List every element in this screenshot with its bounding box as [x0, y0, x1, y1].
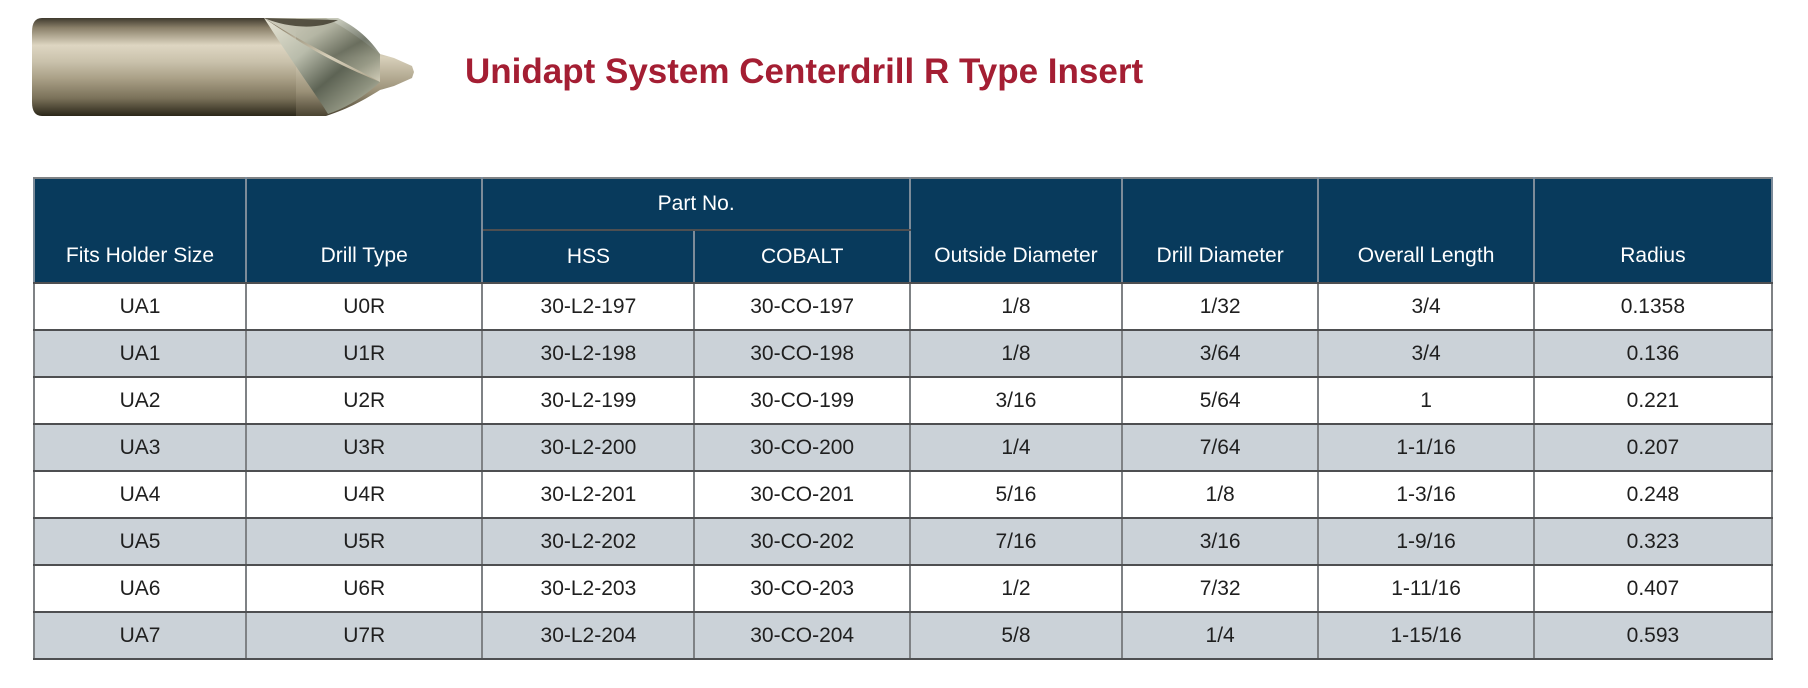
- table-cell: 3/4: [1317, 282, 1535, 331]
- col-header-fits-holder-size: Fits Holder Size: [32, 177, 248, 284]
- table-cell: U2R: [245, 376, 484, 425]
- table-body: UA1 U0R 30-L2-197 30-CO-197 1/8 1/32 3/4 0.1358…: [32, 282, 1774, 660]
- table-cell: 1: [1317, 376, 1535, 425]
- table-cell: 30-L2-203: [481, 564, 696, 613]
- table-cell: 0.221: [1532, 376, 1774, 425]
- table-cell: UA4: [32, 470, 248, 519]
- table-cell: 1-9/16: [1317, 517, 1535, 566]
- table-cell: 0.207: [1532, 423, 1774, 472]
- table-cell: UA3: [32, 423, 248, 472]
- table-row: UA1 U1R 30-L2-198 30-CO-198 1/8 3/64 3/4 0.136: [32, 329, 1774, 378]
- table-cell: 3/64: [1120, 329, 1320, 378]
- col-header-overall-length: Overall Length: [1317, 177, 1535, 284]
- table-cell: U6R: [245, 564, 484, 613]
- table-cell: 30-CO-204: [693, 611, 911, 660]
- table-cell: 1-3/16: [1317, 470, 1535, 519]
- table-cell: 5/8: [908, 611, 1123, 660]
- table-cell: 30-CO-197: [693, 282, 911, 331]
- table-cell: 30-L2-202: [481, 517, 696, 566]
- table-cell: U0R: [245, 282, 484, 331]
- table-cell: 1/8: [908, 329, 1123, 378]
- page-header: Unidapt System Centerdrill R Type Insert: [0, 0, 1808, 150]
- table-cell: 1-15/16: [1317, 611, 1535, 660]
- table-cell: 1/32: [1120, 282, 1320, 331]
- table-cell: 30-L2-199: [481, 376, 696, 425]
- table-cell: UA7: [32, 611, 248, 660]
- table-cell: U4R: [245, 470, 484, 519]
- col-header-drill-diameter: Drill Diameter: [1120, 177, 1320, 284]
- table-cell: 0.136: [1532, 329, 1774, 378]
- table-cell: U3R: [245, 423, 484, 472]
- table-cell: U1R: [245, 329, 484, 378]
- table-cell: 30-CO-198: [693, 329, 911, 378]
- table-cell: 1/4: [1120, 611, 1320, 660]
- centerdrill-product-image: [32, 18, 414, 116]
- table-cell: 30-CO-199: [693, 376, 911, 425]
- table-cell: 30-L2-197: [481, 282, 696, 331]
- table-cell: UA1: [32, 329, 248, 378]
- table-cell: 0.1358: [1532, 282, 1774, 331]
- table-header: Fits Holder Size Drill Type Part No. Out…: [32, 177, 1774, 284]
- col-header-outside-diameter: Outside Diameter: [908, 177, 1123, 284]
- spec-table: Fits Holder Size Drill Type Part No. Out…: [32, 177, 1774, 660]
- table-cell: 1/4: [908, 423, 1123, 472]
- table-cell: UA5: [32, 517, 248, 566]
- table-cell: 30-CO-203: [693, 564, 911, 613]
- table-cell: 1/8: [908, 282, 1123, 331]
- table-row: UA3 U3R 30-L2-200 30-CO-200 1/4 7/64 1-1/16 0.2…: [32, 423, 1774, 472]
- table-cell: 1/2: [908, 564, 1123, 613]
- table-cell: 1/8: [1120, 470, 1320, 519]
- table-cell: 30-L2-198: [481, 329, 696, 378]
- table-cell: 7/16: [908, 517, 1123, 566]
- table-cell: 3/16: [908, 376, 1123, 425]
- table-cell: 30-CO-200: [693, 423, 911, 472]
- table-cell: 30-CO-201: [693, 470, 911, 519]
- table-cell: 0.593: [1532, 611, 1774, 660]
- table-cell: U5R: [245, 517, 484, 566]
- table-cell: 5/16: [908, 470, 1123, 519]
- table-cell: 7/64: [1120, 423, 1320, 472]
- table-cell: 7/32: [1120, 564, 1320, 613]
- table-cell: 30-L2-201: [481, 470, 696, 519]
- table-cell: 0.248: [1532, 470, 1774, 519]
- col-group-part-no: Part No.: [481, 177, 911, 231]
- table-cell: U7R: [245, 611, 484, 660]
- table-row: UA6 U6R 30-L2-203 30-CO-203 1/2 7/32 1-11/16 0.…: [32, 564, 1774, 613]
- table-cell: 3/4: [1317, 329, 1535, 378]
- page-title: Unidapt System Centerdrill R Type Insert: [465, 52, 1144, 91]
- table-row: UA2 U2R 30-L2-199 30-CO-199 3/16 5/64 1 0.221: [32, 376, 1774, 425]
- table-cell: 1-1/16: [1317, 423, 1535, 472]
- col-header-radius: Radius: [1532, 177, 1774, 284]
- table-cell: UA1: [32, 282, 248, 331]
- table-cell: 1-11/16: [1317, 564, 1535, 613]
- table-cell: 0.407: [1532, 564, 1774, 613]
- table-row: UA4 U4R 30-L2-201 30-CO-201 5/16 1/8 1-3/16 0.2…: [32, 470, 1774, 519]
- table-row: UA7 U7R 30-L2-204 30-CO-204 5/8 1/4 1-15/16 0.5…: [32, 611, 1774, 660]
- col-header-hss: HSS: [481, 229, 696, 284]
- table-row: UA1 U0R 30-L2-197 30-CO-197 1/8 1/32 3/4 0.1358: [32, 282, 1774, 331]
- table-row: UA5 U5R 30-L2-202 30-CO-202 7/16 3/16 1-9/16 0.…: [32, 517, 1774, 566]
- table-cell: UA2: [32, 376, 248, 425]
- table-cell: 30-L2-200: [481, 423, 696, 472]
- table-cell: UA6: [32, 564, 248, 613]
- table-cell: 3/16: [1120, 517, 1320, 566]
- col-header-cobalt: COBALT: [693, 229, 911, 284]
- table-cell: 30-CO-202: [693, 517, 911, 566]
- col-header-drill-type: Drill Type: [245, 177, 484, 284]
- table-cell: 30-L2-204: [481, 611, 696, 660]
- table-cell: 5/64: [1120, 376, 1320, 425]
- table-cell: 0.323: [1532, 517, 1774, 566]
